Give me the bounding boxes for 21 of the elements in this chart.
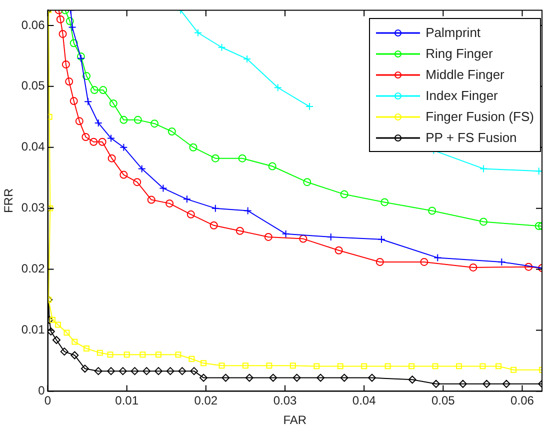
x-tick-label: 0.03 bbox=[273, 394, 297, 408]
y-tick-label: 0.01 bbox=[21, 322, 46, 337]
y-tick-label: 0.04 bbox=[21, 140, 46, 154]
legend-label: Palmprint bbox=[426, 25, 481, 40]
x-tick-label: 0.05 bbox=[431, 394, 456, 408]
y-tick-label: 0.06 bbox=[21, 18, 46, 32]
x-axis-title: FAR bbox=[283, 413, 307, 428]
legend-label: PP + FS Fusion bbox=[426, 130, 517, 146]
x-tick-label: 0.01 bbox=[115, 394, 139, 408]
y-tick-label: 0.05 bbox=[21, 78, 46, 93]
legend-label: Finger Fusion (FS) bbox=[426, 109, 534, 124]
x-tick-label: 0.02 bbox=[194, 394, 218, 408]
legend-label: Index Finger bbox=[426, 88, 498, 104]
y-axis-title: FRR bbox=[2, 188, 16, 214]
legend-label: Ring Finger bbox=[426, 46, 493, 62]
x-tick-label: 0.06 bbox=[510, 394, 534, 408]
x-tick-label: 0.04 bbox=[352, 394, 376, 408]
y-tick-label: 0 bbox=[38, 384, 46, 398]
legend-label: Middle Finger bbox=[426, 67, 504, 82]
y-tick-label: 0.02 bbox=[21, 262, 46, 276]
y-tick-label: 0.03 bbox=[21, 200, 46, 215]
